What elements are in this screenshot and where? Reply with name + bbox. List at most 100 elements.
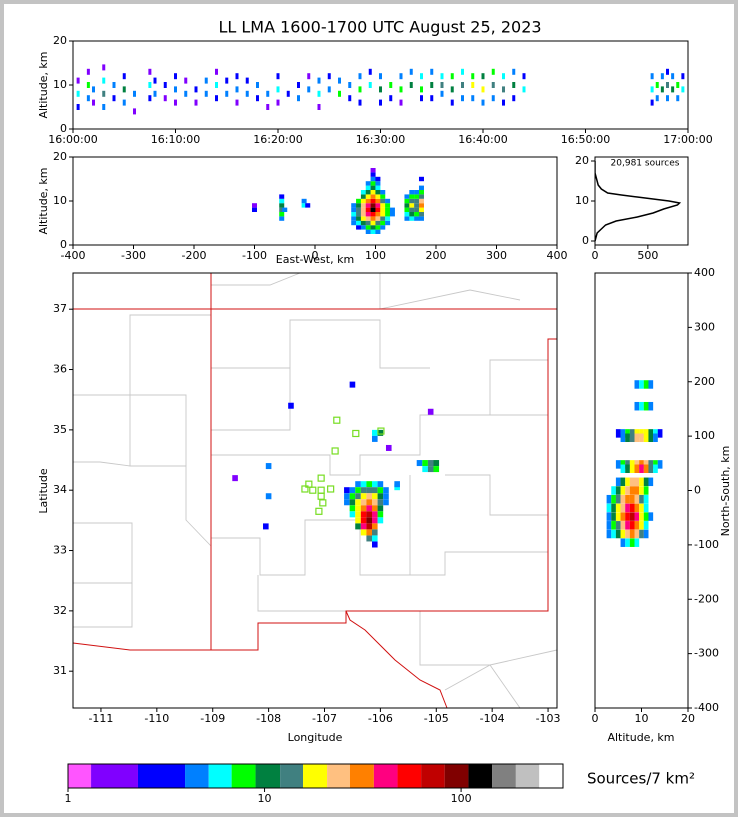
density-cell xyxy=(385,216,391,221)
density-cell xyxy=(370,185,376,190)
density-cell xyxy=(360,220,366,226)
density-cell xyxy=(305,203,311,208)
density-cell xyxy=(148,68,152,75)
density-cell xyxy=(620,529,626,539)
density-cell xyxy=(620,538,626,547)
density-cell xyxy=(380,212,386,217)
density-cell xyxy=(370,168,376,173)
plot-area xyxy=(595,161,682,242)
density-cell xyxy=(297,82,300,88)
density-cell xyxy=(372,429,378,436)
x-tick-label: 300 xyxy=(486,249,507,262)
density-cell xyxy=(365,212,371,217)
density-cell xyxy=(409,198,415,204)
density-cell xyxy=(344,499,350,506)
density-cell xyxy=(360,216,366,221)
county-lines xyxy=(211,519,410,576)
x-tick-label: 16:30:00 xyxy=(356,133,405,146)
density-cell xyxy=(235,99,239,106)
x-axis-label: Longitude xyxy=(288,731,343,744)
y-tick-label: 0 xyxy=(60,122,67,135)
station xyxy=(327,485,335,493)
density-cell xyxy=(625,477,630,487)
density-cell xyxy=(163,95,167,102)
density-cell xyxy=(418,194,424,199)
y-tick-label: 100 xyxy=(694,429,715,442)
x-tick-label: 0 xyxy=(592,249,599,262)
density-cell xyxy=(377,493,384,500)
density-cell xyxy=(512,68,516,75)
county-lines xyxy=(445,474,548,516)
x-tick-label: 16:40:00 xyxy=(458,133,507,146)
density-cell xyxy=(634,538,640,547)
density-cell xyxy=(370,172,376,177)
density-cell xyxy=(370,207,376,212)
density-cell xyxy=(372,499,378,506)
colorbar-label: Sources/7 km² xyxy=(587,770,695,788)
density-cell xyxy=(360,207,366,212)
density-cell xyxy=(639,460,644,469)
density-cell xyxy=(625,494,630,504)
density-cell xyxy=(102,77,106,84)
colorbar-segment xyxy=(539,764,563,788)
density-cell xyxy=(279,216,285,221)
density-cell xyxy=(481,99,485,106)
county-lines xyxy=(289,319,430,369)
density-cell xyxy=(122,86,126,93)
density-cell xyxy=(634,521,640,530)
density-cell xyxy=(148,82,152,88)
density-cell xyxy=(643,512,649,521)
density-cell xyxy=(461,95,464,102)
y-tick-label: 33 xyxy=(53,544,67,557)
density-cell xyxy=(620,486,626,495)
density-cell xyxy=(365,203,371,208)
density-cell xyxy=(611,503,616,513)
density-cell xyxy=(263,523,269,530)
density-cell xyxy=(409,216,415,221)
density-cell xyxy=(615,529,621,539)
density-cell xyxy=(625,464,630,473)
density-cell xyxy=(409,212,415,217)
density-cell xyxy=(86,82,90,88)
density-cell xyxy=(351,207,357,212)
density-cell xyxy=(366,529,373,536)
density-cell xyxy=(430,82,434,88)
density-cell xyxy=(279,212,285,217)
density-cell xyxy=(491,95,495,102)
density-cell xyxy=(671,86,675,93)
density-cell xyxy=(611,494,616,504)
density-cell xyxy=(360,203,366,208)
density-cell xyxy=(372,523,378,530)
density-cell xyxy=(86,95,90,102)
density-cell xyxy=(653,433,658,443)
density-cell xyxy=(409,68,413,75)
density-cell xyxy=(634,401,640,411)
density-cell xyxy=(629,503,635,513)
county-lines xyxy=(444,664,521,709)
station xyxy=(317,492,325,500)
x-tick-label: -104 xyxy=(480,712,505,725)
density-cell xyxy=(420,73,423,80)
density-cell xyxy=(471,82,475,88)
density-cell xyxy=(360,194,366,199)
density-cell xyxy=(375,225,381,230)
density-cell xyxy=(639,512,644,521)
density-cell xyxy=(375,229,381,234)
panel: 16:00:00 16:10:00 16:20:00 16:30:00 16:40:00… xyxy=(48,34,712,146)
county-lines xyxy=(73,461,212,547)
density-cell xyxy=(204,77,208,84)
axes-frame xyxy=(72,156,558,246)
density-cell xyxy=(502,99,505,106)
x-tick-label: -300 xyxy=(121,249,146,262)
density-cell xyxy=(372,535,378,542)
density-cell xyxy=(620,433,626,443)
density-cell xyxy=(655,95,659,102)
density-cell xyxy=(282,207,288,212)
density-cell xyxy=(648,512,654,521)
density-cell xyxy=(366,511,373,518)
density-cell xyxy=(355,481,361,488)
density-cell xyxy=(360,529,367,536)
density-cell xyxy=(377,505,384,512)
density-cell xyxy=(650,73,654,80)
density-cell xyxy=(356,203,362,208)
